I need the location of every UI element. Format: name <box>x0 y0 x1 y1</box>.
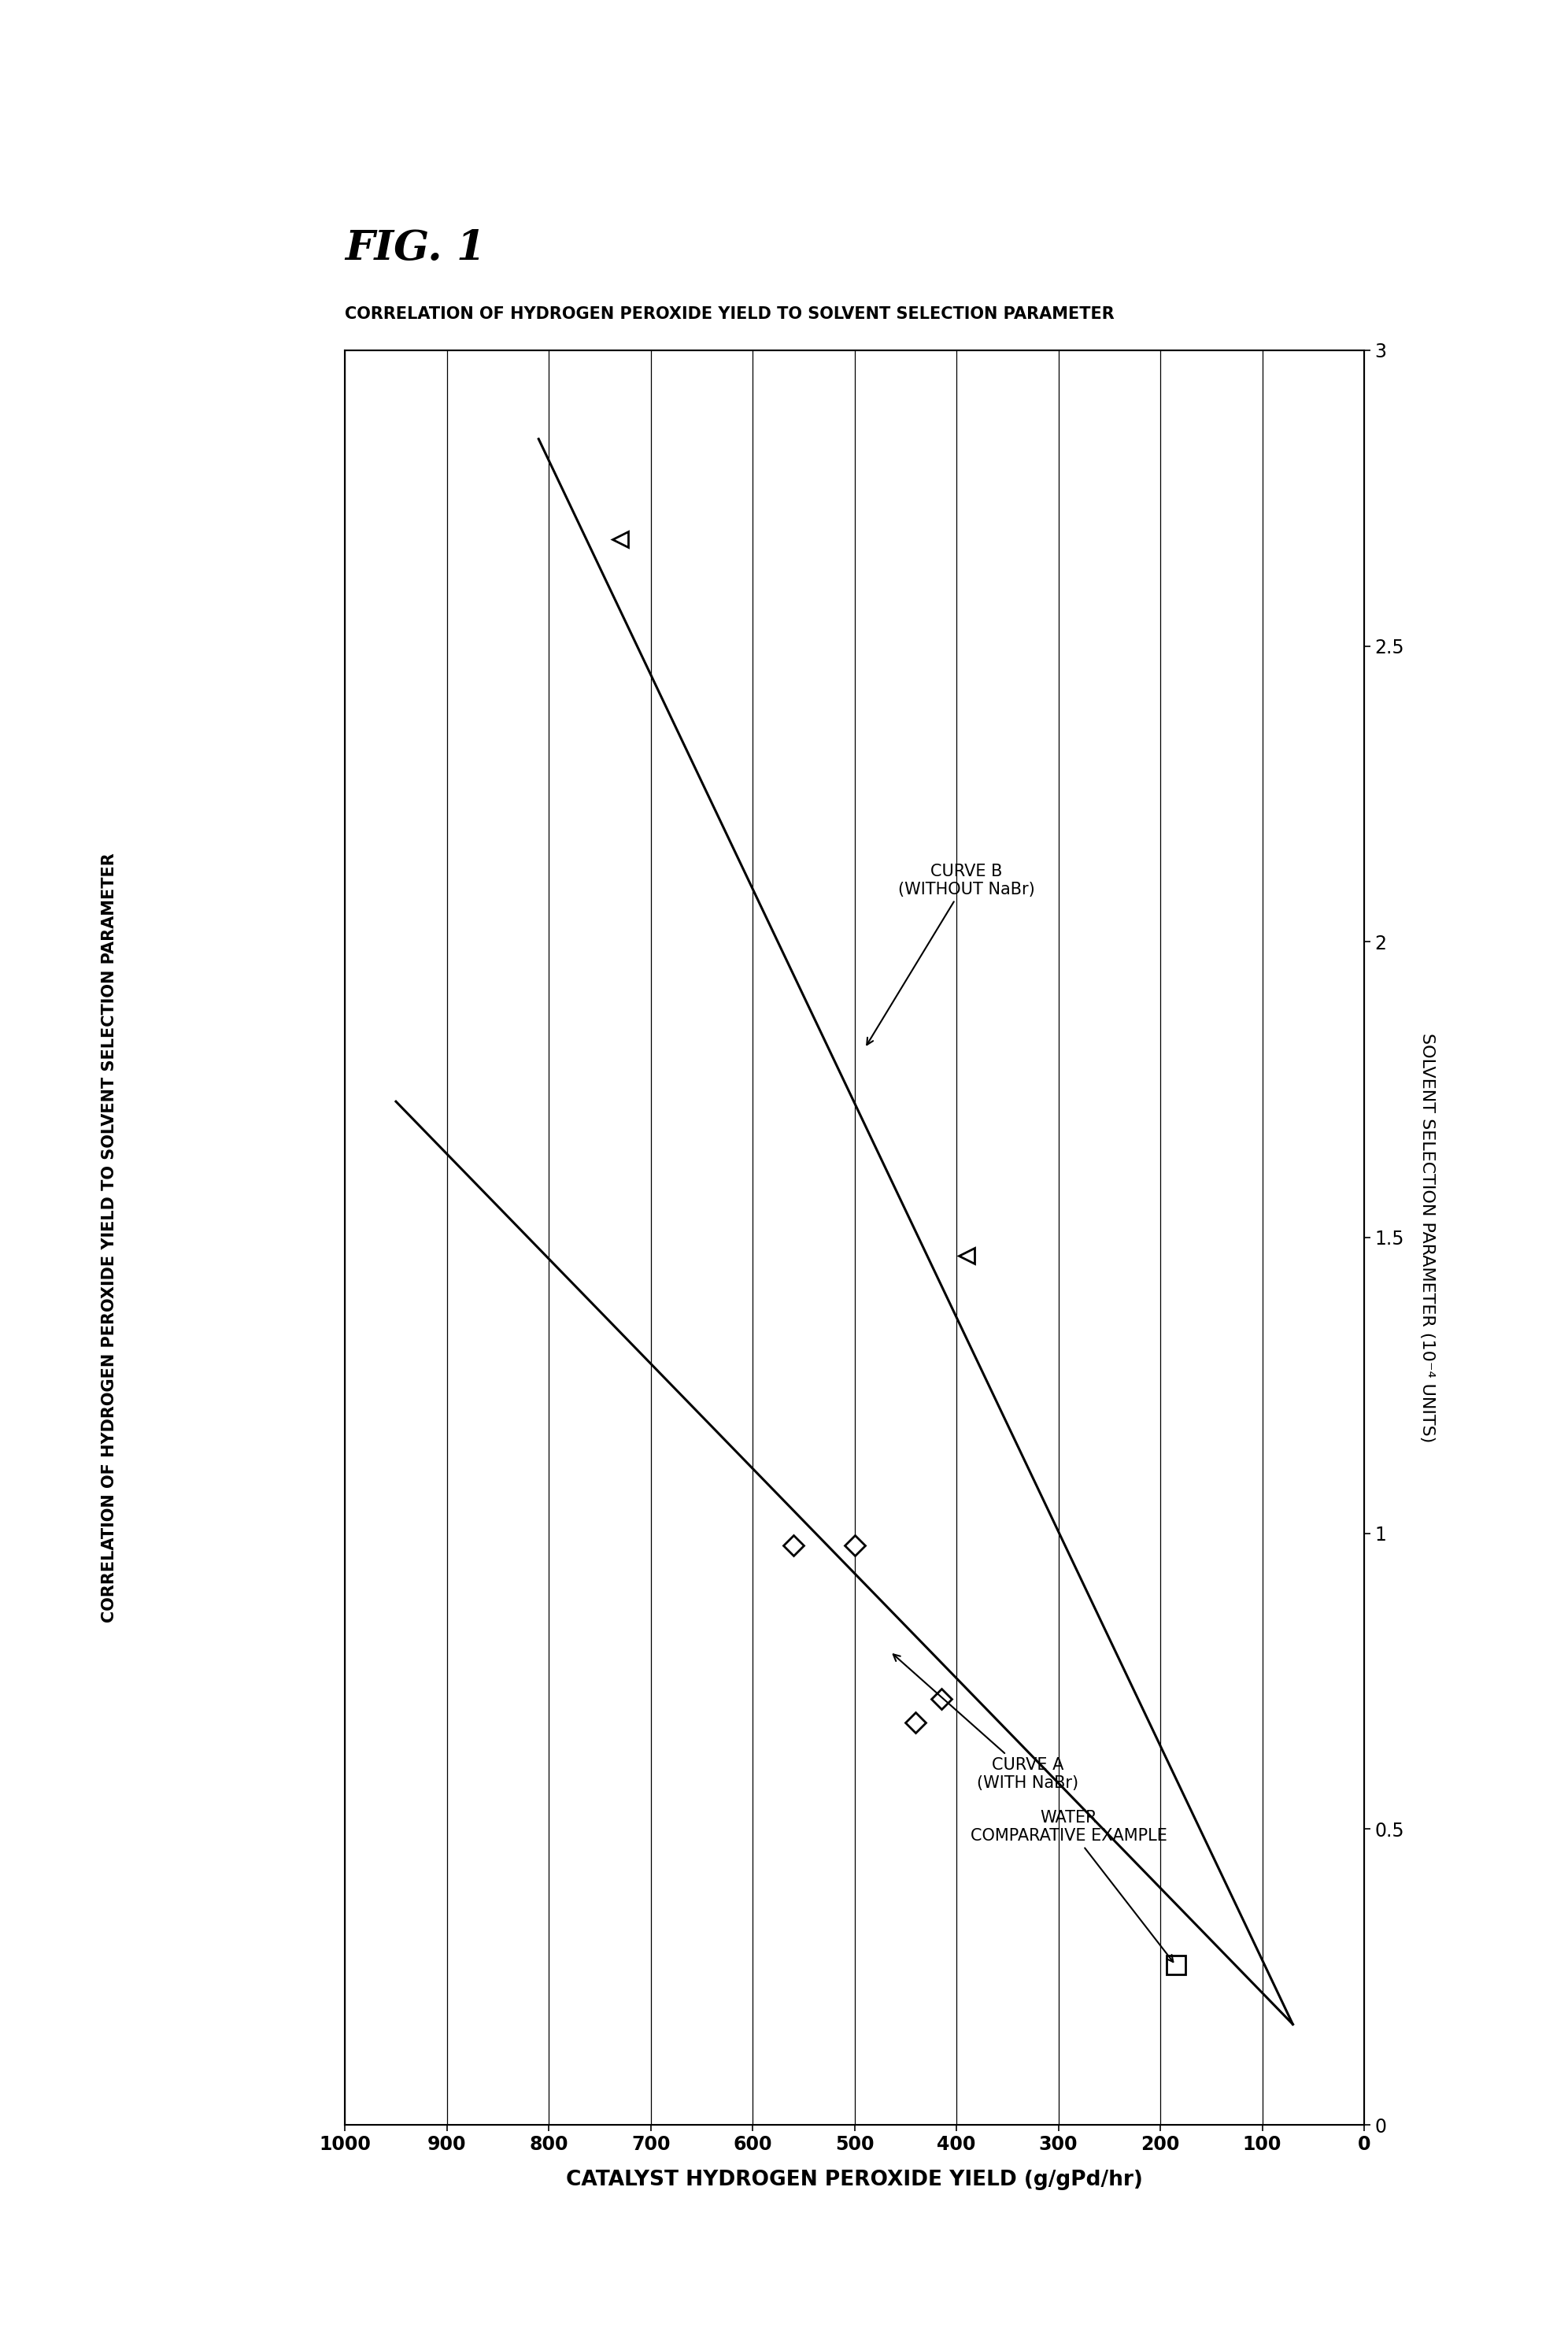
X-axis label: CATALYST HYDROGEN PEROXIDE YIELD (g/gPd/hr): CATALYST HYDROGEN PEROXIDE YIELD (g/gPd/… <box>566 2169 1143 2190</box>
Text: CURVE A
(WITH NaBr): CURVE A (WITH NaBr) <box>894 1653 1079 1791</box>
Y-axis label: SOLVENT SELECTION PARAMETER (10⁻⁴ UNITS): SOLVENT SELECTION PARAMETER (10⁻⁴ UNITS) <box>1419 1032 1435 1443</box>
Text: FIG. 1: FIG. 1 <box>345 229 486 269</box>
Text: WATER
COMPARATIVE EXAMPLE: WATER COMPARATIVE EXAMPLE <box>971 1810 1173 1961</box>
Text: CURVE B
(WITHOUT NaBr): CURVE B (WITHOUT NaBr) <box>867 864 1035 1044</box>
Text: CORRELATION OF HYDROGEN PEROXIDE YIELD TO SOLVENT SELECTION PARAMETER: CORRELATION OF HYDROGEN PEROXIDE YIELD T… <box>102 852 118 1623</box>
Text: CORRELATION OF HYDROGEN PEROXIDE YIELD TO SOLVENT SELECTION PARAMETER: CORRELATION OF HYDROGEN PEROXIDE YIELD T… <box>345 306 1115 322</box>
